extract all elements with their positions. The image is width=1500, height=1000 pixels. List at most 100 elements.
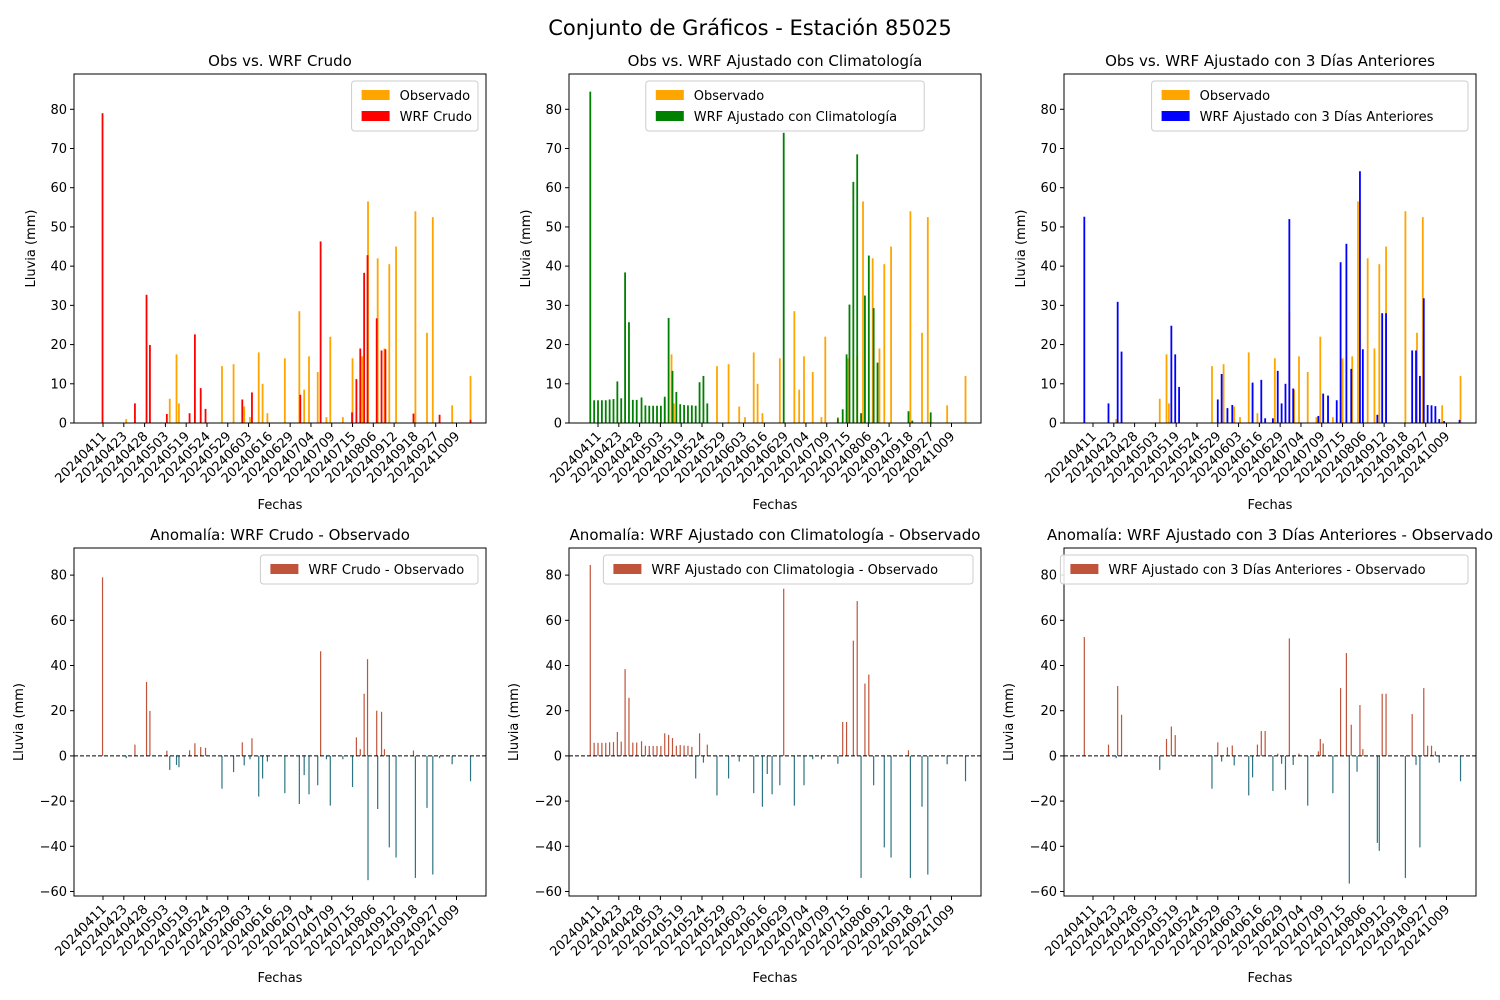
bar-1-28	[1416, 332, 1418, 423]
bar-1-48	[852, 640, 854, 756]
bar-2-40	[864, 295, 866, 423]
bar-1-21	[1272, 755, 1274, 791]
bar-1-56	[907, 750, 910, 756]
bar-1-8	[744, 417, 746, 423]
bar-1-41	[793, 755, 795, 806]
bar-1-39	[1362, 749, 1364, 756]
y-tick-label: 50	[1040, 220, 1057, 235]
bar-2-1	[1083, 216, 1086, 423]
x-axis-label: Fechas	[753, 971, 798, 986]
bar-2-17	[1280, 403, 1283, 423]
bar-1-28	[695, 755, 697, 779]
y-tick-label: 0	[1049, 417, 1057, 432]
chart-panel-2: Obs vs. WRF Ajustado con Climatología 0 10…	[519, 52, 982, 513]
bar-1-21	[361, 356, 364, 423]
bar-1-12	[632, 742, 634, 756]
bar-1-50	[469, 755, 472, 782]
bar-2-12	[1251, 382, 1254, 423]
bar-1-14	[221, 755, 223, 789]
y-tick-label: 40	[50, 260, 67, 275]
y-axis-label: Lluvia (mm)	[519, 210, 534, 288]
bar-1-44	[1404, 755, 1406, 878]
bar-1-17	[325, 417, 328, 423]
bar-2-28	[1359, 171, 1361, 423]
bar-1-5	[605, 742, 607, 756]
bar-1-3	[1115, 755, 1117, 759]
bar-2-19	[659, 405, 662, 423]
y-tick-label: 80	[545, 103, 562, 118]
bar-1-22	[862, 201, 864, 423]
legend-label: Observado	[1200, 89, 1271, 104]
bar-2-9	[1220, 373, 1223, 423]
bar-1-5	[149, 710, 151, 756]
bar-2-1	[101, 113, 104, 423]
bar-2-39	[860, 413, 862, 423]
chart-title: Anomalía: WRF Crudo - Observado	[150, 526, 410, 544]
bar-1-26	[308, 755, 310, 795]
bar-1-7	[738, 406, 741, 423]
y-tick-label: −40	[535, 840, 562, 855]
bar-1-15	[644, 745, 647, 756]
bar-1-14	[1231, 745, 1233, 756]
bar-1-14	[640, 741, 643, 756]
y-tick-label: 40	[545, 659, 562, 674]
y-tick-label: 40	[50, 659, 67, 674]
bar-1-19	[341, 417, 344, 423]
axes-frame	[568, 73, 982, 424]
bar-2-38	[1430, 405, 1433, 423]
bar-1-9	[1174, 735, 1176, 756]
bar-1-8	[1239, 417, 1241, 423]
bar-2-5	[604, 400, 607, 423]
bar-1-14	[303, 389, 306, 423]
y-tick-label: 20	[545, 338, 562, 353]
bar-1-52	[1438, 755, 1440, 763]
axes-frame	[1063, 73, 1477, 424]
bar-1-22	[671, 738, 674, 756]
bar-2-32	[1385, 313, 1387, 423]
bar-1-45	[414, 755, 416, 878]
bar-1-12	[283, 358, 286, 423]
y-tick-label: 70	[50, 142, 67, 157]
bar-2-3	[597, 400, 599, 423]
y-tick-label: 80	[545, 569, 562, 584]
bar-2-4	[600, 400, 603, 423]
bar-2-15	[1272, 418, 1274, 423]
y-tick-label: 50	[545, 220, 562, 235]
bar-1-47	[1419, 755, 1421, 848]
legend-label: Observado	[694, 89, 765, 104]
bar-1-9	[1247, 352, 1250, 423]
bar-2-15	[355, 379, 358, 423]
y-tick-label: −20	[1030, 795, 1057, 810]
bar-1-34	[1345, 653, 1348, 756]
bar-1-15	[803, 356, 805, 423]
y-tick-label: 30	[50, 299, 67, 314]
bar-1-7	[1165, 738, 1168, 756]
bar-1-13	[298, 311, 301, 423]
bar-1-51	[1434, 751, 1436, 756]
bar-2-8	[616, 381, 619, 423]
legend-box	[602, 554, 974, 585]
bar-2-26	[1345, 243, 1348, 423]
bar-1-35	[753, 755, 755, 794]
bar-1-20	[1341, 358, 1344, 423]
bar-1-54	[883, 755, 885, 848]
bar-1-25	[1288, 638, 1290, 756]
bar-1-28	[426, 332, 428, 423]
legend: WRF Ajustado con 3 Días Anteriores - Obs…	[1059, 554, 1469, 585]
bar-1-49	[1427, 745, 1429, 756]
bars	[1083, 171, 1462, 423]
bar-1-4	[1117, 686, 1119, 756]
bar-1-19	[1260, 731, 1262, 756]
bar-1-16	[1306, 372, 1309, 423]
chart-title: Anomalía: WRF Ajustado con Climatología …	[570, 526, 981, 544]
bar-2-13	[1260, 379, 1263, 423]
bar-1-6	[1222, 364, 1225, 423]
y-tick-label: 40	[545, 260, 562, 275]
bar-1-17	[820, 417, 823, 423]
bar-2-40	[1438, 419, 1441, 423]
bar-1-27	[1404, 211, 1407, 423]
y-tick-label: −40	[40, 840, 67, 855]
y-tick-label: 60	[1040, 614, 1057, 629]
bar-1-30	[702, 755, 705, 763]
bar-1-49	[856, 601, 858, 756]
